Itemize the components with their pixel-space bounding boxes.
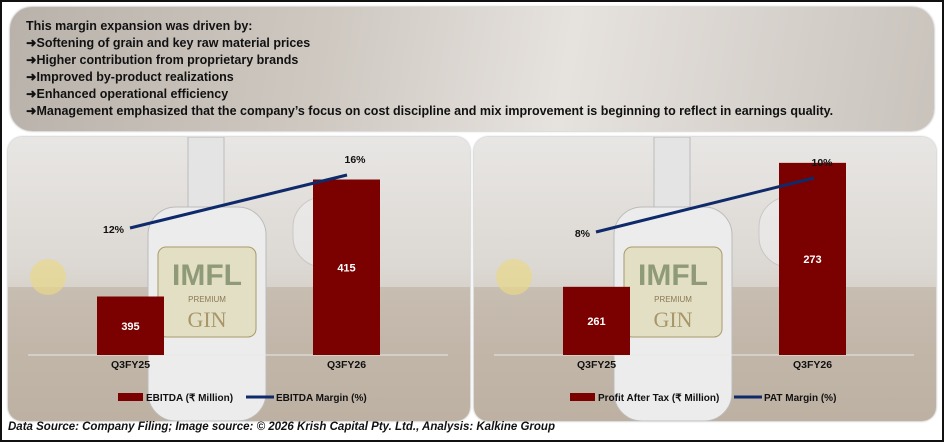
right-arrow-icon: ➜ (26, 53, 37, 67)
bullet-text: Enhanced operational efficiency (36, 87, 229, 101)
pat-chart-panel: IMFL PREMIUM GIN 261 Q3FY25 273 Q3FY26 8% 10% Pro… (474, 137, 936, 421)
bottle-neck (187, 137, 225, 208)
margin-line (129, 173, 348, 230)
bar-Q3FY26 (313, 179, 380, 355)
summary-heading: This margin expansion was driven by: (26, 19, 253, 33)
bottle-sub-logo: PREMIUM (188, 295, 226, 304)
right-arrow-icon: ➜ (26, 87, 37, 101)
legend-bar-swatch (570, 393, 595, 401)
margin-label: 16% (344, 154, 366, 166)
x-tick-label: Q3FY26 (793, 359, 832, 371)
bar-value-label: 273 (803, 254, 821, 266)
legend-line-label: PAT Margin (%) (764, 393, 836, 404)
ebitda-chart: IMFL PREMIUM GIN 395 Q3FY25 415 Q3FY26 12% 16% EB… (8, 137, 470, 421)
bottle-brand-logo: IMFL (172, 259, 242, 292)
footer-source: Data Source: Company Filing; Image sourc… (8, 421, 555, 433)
bottle-neck (653, 137, 691, 208)
margin-label: 12% (103, 224, 125, 236)
summary-bullet: ➜Higher contribution from proprietary br… (26, 52, 918, 69)
bottle-label (157, 246, 257, 338)
margin-label: 8% (575, 228, 591, 240)
bullet-text: Management emphasized that the company’s… (36, 104, 834, 118)
summary-bullet: ➜Softening of grain and key raw material… (26, 35, 918, 52)
bottle-kind-logo: GIN (187, 307, 226, 332)
bar-Q3FY25 (563, 286, 630, 355)
x-tick-label: Q3FY25 (577, 359, 616, 371)
summary-bullet: ➜Improved by-product realizations (26, 69, 918, 86)
bar-value-label: 415 (337, 262, 355, 274)
summary-bullet: ➜Enhanced operational efficiency (26, 86, 918, 103)
bottle-kind-logo: GIN (653, 307, 692, 332)
margin-label: 10% (811, 157, 833, 169)
summary-panel: This margin expansion was driven by: ➜So… (10, 7, 934, 131)
bar-Q3FY25 (97, 296, 164, 355)
legend-bar-label: Profit After Tax (₹ Million) (598, 393, 719, 404)
bullet-text: Improved by-product realizations (36, 70, 234, 84)
right-arrow-icon: ➜ (26, 70, 37, 84)
x-tick-label: Q3FY25 (111, 359, 150, 371)
summary-bullet: ➜Management emphasized that the company’… (26, 103, 918, 120)
lemon-image (496, 259, 532, 295)
right-arrow-icon: ➜ (26, 104, 37, 118)
legend-bar-label: EBITDA (₹ Million) (146, 393, 233, 404)
x-tick-label: Q3FY26 (327, 359, 366, 371)
ebitda-chart-panel: IMFL PREMIUM GIN 395 Q3FY25 415 Q3FY26 12% 16% EB… (8, 137, 470, 421)
margin-line (595, 176, 815, 234)
bar-Q3FY26 (779, 162, 846, 355)
bottle-brand-logo: IMFL (638, 259, 708, 292)
bullet-text: Higher contribution from proprietary bra… (36, 53, 299, 67)
bar-value-label: 395 (121, 321, 139, 333)
lemon-image (30, 259, 66, 295)
legend-bar-swatch (118, 393, 143, 401)
legend-line-label: EBITDA Margin (%) (276, 393, 367, 404)
pat-chart: IMFL PREMIUM GIN 261 Q3FY25 273 Q3FY26 8% 10% Pro… (474, 137, 936, 421)
bar-value-label: 261 (587, 316, 605, 328)
right-arrow-icon: ➜ (26, 36, 37, 50)
bottle-sub-logo: PREMIUM (654, 295, 692, 304)
bullet-text: Softening of grain and key raw material … (36, 36, 311, 50)
